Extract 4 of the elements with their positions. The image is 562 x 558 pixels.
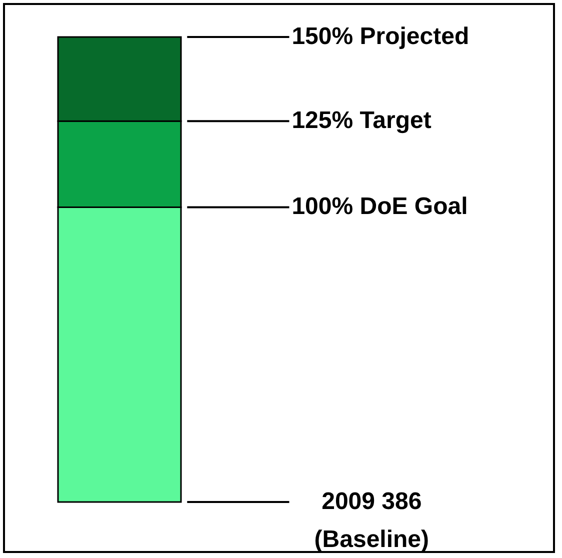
text: 100% DoE Goal — [292, 193, 468, 220]
text: 125% Target — [292, 107, 432, 134]
text: 2009 386 (Baseline) — [314, 488, 429, 553]
text: 150% Projected — [292, 23, 470, 50]
